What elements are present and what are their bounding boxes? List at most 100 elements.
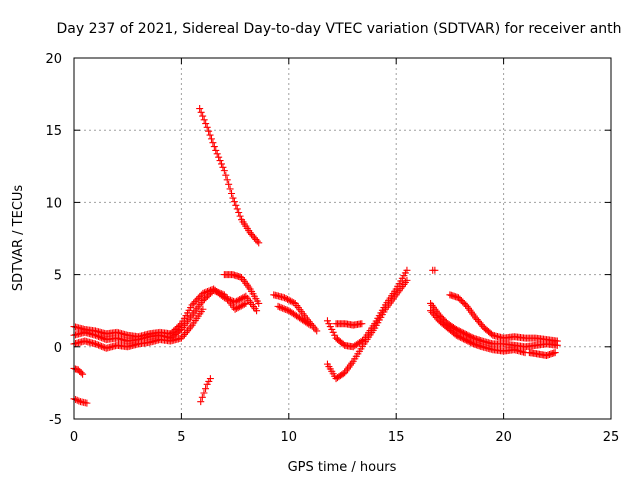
series-track-14 xyxy=(429,266,439,274)
data-point xyxy=(202,385,210,393)
data-point xyxy=(220,167,228,175)
data-point xyxy=(329,328,337,336)
data-point xyxy=(93,341,101,349)
data-point xyxy=(198,393,206,401)
data-point xyxy=(205,287,213,295)
data-point xyxy=(206,375,214,383)
data-point xyxy=(287,297,295,305)
data-point xyxy=(73,396,81,404)
series-track-5 xyxy=(196,105,263,247)
data-point xyxy=(226,185,234,193)
data-point xyxy=(358,320,366,328)
data-point xyxy=(173,324,181,332)
data-point xyxy=(79,370,87,378)
data-point xyxy=(202,120,210,128)
data-point xyxy=(210,143,218,151)
data-point xyxy=(237,302,245,310)
data-point xyxy=(237,295,245,303)
grid xyxy=(74,58,611,419)
data-point xyxy=(72,396,80,404)
data-point xyxy=(200,289,208,297)
data-point xyxy=(253,237,261,245)
series-track-12 xyxy=(323,266,411,351)
data-point xyxy=(168,328,176,336)
plot-frame xyxy=(73,57,612,420)
x-tick-label: 0 xyxy=(70,430,78,445)
data-point xyxy=(219,163,227,171)
data-point xyxy=(240,300,248,308)
series-track-9 xyxy=(270,291,321,335)
data-point xyxy=(283,306,291,314)
data-point xyxy=(196,105,204,113)
data-point xyxy=(242,299,250,307)
data-point xyxy=(276,303,284,311)
data-point xyxy=(98,342,106,350)
data-point xyxy=(255,299,263,307)
data-point xyxy=(205,377,213,385)
data-point xyxy=(212,146,220,154)
data-point xyxy=(193,296,201,304)
data-point xyxy=(222,171,230,179)
data-point xyxy=(282,295,290,303)
y-tick-label: 5 xyxy=(54,269,62,284)
series-track-17 xyxy=(446,291,561,345)
x-axis-label: GPS time / hours xyxy=(288,460,397,475)
data-point xyxy=(176,321,184,329)
data-point xyxy=(217,160,225,168)
data-point xyxy=(222,294,230,302)
data-point xyxy=(234,304,242,312)
data-point xyxy=(253,307,261,315)
data-point xyxy=(216,157,224,165)
series-track-18 xyxy=(525,349,559,359)
data-points xyxy=(70,105,561,407)
data-point xyxy=(96,342,104,350)
data-point xyxy=(331,331,339,339)
data-point xyxy=(234,296,242,304)
data-point xyxy=(553,337,561,345)
series-track-13 xyxy=(332,320,366,329)
series-track-2 xyxy=(70,285,261,341)
data-point xyxy=(328,325,336,333)
x-tick-label: 5 xyxy=(177,430,185,445)
data-point xyxy=(284,295,292,303)
data-point xyxy=(326,323,334,331)
data-point xyxy=(203,288,211,296)
data-point xyxy=(281,294,289,302)
data-point xyxy=(239,301,247,309)
data-point xyxy=(200,295,208,303)
x-tick-label: 20 xyxy=(495,430,512,445)
data-point xyxy=(236,303,244,311)
data-point xyxy=(95,341,103,349)
data-point xyxy=(213,150,221,158)
data-point xyxy=(280,305,288,313)
data-point xyxy=(274,302,282,310)
data-point xyxy=(233,297,241,305)
x-tick-label: 10 xyxy=(281,430,298,445)
data-point xyxy=(197,398,205,406)
data-point xyxy=(202,288,210,296)
data-point xyxy=(229,194,237,202)
data-point xyxy=(255,239,263,247)
data-point xyxy=(196,293,204,301)
data-point xyxy=(233,205,241,213)
data-point xyxy=(197,108,205,116)
x-tick-label: 15 xyxy=(388,430,405,445)
data-point xyxy=(226,296,234,304)
y-tick-label: 15 xyxy=(45,124,62,139)
data-point xyxy=(91,340,99,348)
series-track-4 xyxy=(220,271,263,307)
data-point xyxy=(228,189,236,197)
data-point xyxy=(277,304,285,312)
data-point xyxy=(236,296,244,304)
data-point xyxy=(232,201,240,209)
data-point xyxy=(487,330,495,338)
data-point xyxy=(231,298,239,306)
data-point xyxy=(313,327,321,335)
data-point xyxy=(290,299,298,307)
data-point xyxy=(305,320,313,328)
data-point xyxy=(223,176,231,184)
y-tick-label: 20 xyxy=(45,52,62,67)
series-track-3 xyxy=(70,305,207,352)
data-point xyxy=(288,298,296,306)
